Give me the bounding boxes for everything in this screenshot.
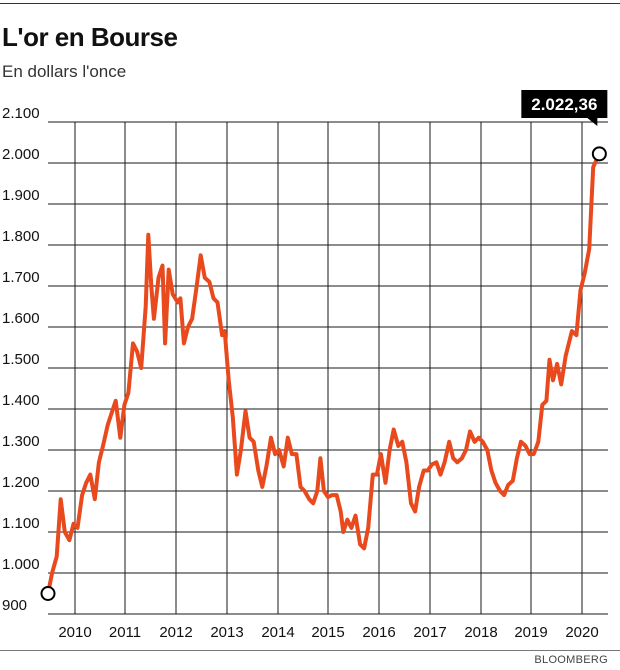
y-tick-label: 1.300 [2, 433, 40, 450]
x-tick-label: 2011 [109, 624, 141, 641]
x-tick-label: 2019 [514, 624, 547, 641]
x-tick-label: 2020 [565, 624, 598, 641]
bottom-rule [0, 650, 620, 651]
y-tick-label: 2.100 [2, 105, 40, 122]
top-rule [0, 3, 620, 4]
callout-label: 2.022,36 [531, 95, 597, 114]
chart-title: L'or en Bourse [2, 22, 178, 52]
x-tick-labels: 2010 2011 2012 2013 2014 2015 2016 2017 2018 2019… [58, 624, 598, 641]
y-tick-label: 1.600 [2, 310, 40, 327]
start-marker [40, 586, 56, 601]
x-tick-label: 2013 [210, 624, 243, 641]
y-tick-label: 1.000 [2, 556, 40, 573]
callout-box [521, 90, 608, 118]
x-tick-label: 2017 [413, 624, 446, 641]
chart-subtitle: En dollars l'once [2, 62, 127, 81]
y-tick-label: 2.000 [2, 146, 40, 163]
y-tick-label: 1.400 [2, 392, 40, 409]
y-tick-label: 1.500 [2, 351, 40, 368]
x-tick-label: 2012 [159, 624, 192, 641]
y-tick-label: 1.700 [2, 269, 40, 286]
callout-pointer [587, 118, 598, 126]
x-tick-label: 2014 [261, 624, 294, 641]
x-tick-label: 2010 [58, 624, 91, 641]
gold-price-line [46, 151, 602, 596]
source-credit: BLOOMBERG [534, 654, 608, 666]
y-tick-label: 1.200 [2, 474, 40, 491]
y-tick-labels: 900 1.000 1.100 1.200 1.300 1.400 1.500 1.600 1.… [2, 105, 40, 614]
x-tick-label: 2018 [464, 624, 497, 641]
y-tick-label: 1.100 [2, 515, 40, 532]
gold-price-chart: 900 1.000 1.100 1.200 1.300 1.400 1.500 1.600 1.… [2, 90, 608, 641]
y-tick-label: 900 [2, 597, 27, 614]
x-tick-label: 2016 [362, 624, 395, 641]
y-tick-label: 1.900 [2, 187, 40, 204]
marker-layer: 2.022,36 [40, 90, 608, 601]
series-layer [46, 151, 602, 596]
x-tick-label: 2015 [311, 624, 344, 641]
end-marker [591, 146, 607, 162]
y-tick-label: 1.800 [2, 228, 40, 245]
